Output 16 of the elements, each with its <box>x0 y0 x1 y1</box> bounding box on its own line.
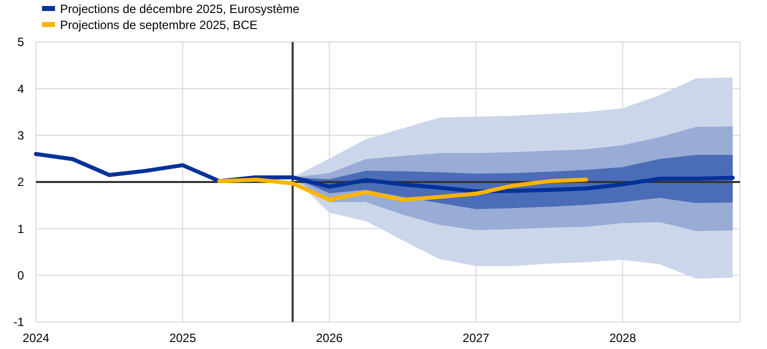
y-tick-label: 5 <box>17 35 24 50</box>
legend-label: Projections de septembre 2025, BCE <box>60 18 258 32</box>
x-tick-label: 2028 <box>609 331 636 345</box>
y-tick-label: 4 <box>17 82 24 96</box>
y-tick-label: -1 <box>13 315 24 330</box>
legend-label: Projections de décembre 2025, Eurosystème <box>60 2 300 16</box>
y-tick-label: 1 <box>17 222 24 236</box>
x-tick-label: 2026 <box>316 331 344 345</box>
x-tick-label: 2027 <box>462 331 490 345</box>
y-tick-label: 0 <box>17 268 24 283</box>
x-tick-label: 2024 <box>22 331 50 345</box>
y-tick-label: 3 <box>17 128 24 143</box>
y-tick-label: 2 <box>17 175 24 190</box>
line-series <box>217 178 588 202</box>
x-tick-label: 2025 <box>169 331 196 345</box>
line-series <box>34 152 735 194</box>
